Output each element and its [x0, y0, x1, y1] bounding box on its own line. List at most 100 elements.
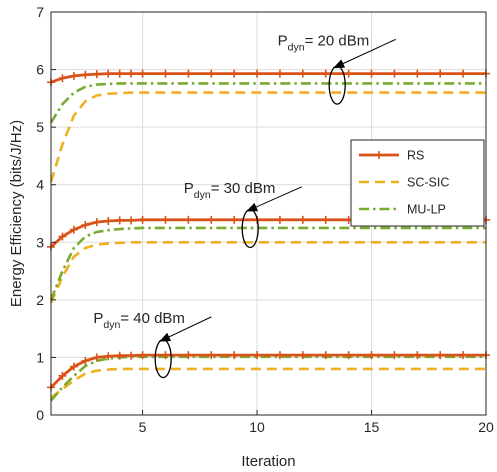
series-point-rs: [459, 69, 468, 78]
series-point-rs: [92, 353, 101, 362]
series-point-rs: [115, 351, 124, 360]
axis-ticks: 5 10 15 20 0 1 2 3 4 5 6 7: [36, 4, 494, 435]
series-line-mu-lp-group-3: [50, 355, 486, 402]
series-point-rs: [275, 351, 284, 360]
annotation-p: P: [184, 180, 194, 197]
annotation-sub: dyn: [194, 189, 211, 201]
plot-frame: [50, 11, 487, 416]
annotation-value: = 20 dBm: [305, 32, 370, 49]
series-point-rs: [459, 351, 468, 360]
series-point-rs: [367, 69, 376, 78]
annotation-label: Pdyn= 30 dBm: [184, 180, 276, 201]
legend-marker-rs: [375, 151, 383, 159]
series-line-mu-lp-group-2: [49, 226, 486, 301]
series-point-rs: [104, 69, 113, 78]
series-line-sc-sic-group-1: [49, 91, 486, 183]
series-line-sc-sic-group-3: [50, 367, 486, 399]
annotation-sub: dyn: [288, 41, 305, 53]
y-tick-label: 3: [36, 234, 44, 250]
series-line-mu-lp-group-1: [49, 82, 486, 124]
series-point-rs: [104, 352, 113, 361]
series-point-rs: [81, 221, 90, 230]
y-tick-label: 5: [36, 119, 44, 135]
annotation-value: = 40 dBm: [120, 310, 185, 327]
annotation-sub: dyn: [103, 319, 120, 331]
series-point-rs: [253, 351, 262, 360]
annotation-p: P: [93, 310, 103, 327]
series-point-rs: [321, 215, 330, 224]
x-tick-label: 5: [139, 419, 147, 435]
series-point-rs: [298, 69, 307, 78]
series-point-rs: [207, 351, 216, 360]
annotation-group-2: Pdyn= 30 dBm: [184, 180, 302, 249]
series-point-rs: [207, 215, 216, 224]
x-tick-label: 20: [478, 419, 494, 435]
legend-label-sc-sic: SC-SIC: [407, 176, 449, 190]
annotation-label: Pdyn= 40 dBm: [93, 310, 185, 331]
x-tick-label: 10: [249, 419, 265, 435]
series-point-rs: [161, 351, 170, 360]
series-point-rs: [92, 70, 101, 79]
legend-label-rs: RS: [407, 149, 424, 163]
legend-label-mu-lp: MU-LP: [407, 203, 446, 217]
x-axis-label: Iteration: [241, 453, 295, 470]
y-axis-label: Energy Efficiency (bits/J/Hz): [8, 120, 25, 307]
x-tick-label: 15: [364, 419, 380, 435]
annotation-arrow-head: [246, 202, 259, 212]
series-point-rs: [184, 69, 193, 78]
annotation-arrow-shaft: [332, 38, 396, 69]
annotation-label: Pdyn= 20 dBm: [278, 32, 370, 53]
series-point-rs: [390, 69, 399, 78]
series-point-rs: [230, 69, 239, 78]
series-point-rs: [298, 215, 307, 224]
series-point-rs: [161, 215, 170, 224]
series-point-rs: [298, 351, 307, 360]
series-point-rs: [69, 225, 78, 234]
series-point-rs: [104, 216, 113, 225]
series-point-rs: [127, 69, 136, 78]
series-point-rs: [367, 351, 376, 360]
series-point-rs: [321, 69, 330, 78]
series-point-rs: [58, 74, 67, 83]
series-point-rs: [413, 69, 422, 78]
series-point-rs: [413, 351, 422, 360]
series-point-rs: [207, 69, 216, 78]
series-point-rs: [138, 69, 147, 78]
annotation-group-1: Pdyn= 20 dBm: [278, 32, 396, 105]
series-point-rs: [138, 215, 147, 224]
y-tick-label: 6: [36, 62, 44, 78]
series-point-rs: [58, 371, 67, 380]
series-point-rs: [184, 351, 193, 360]
series-point-rs: [321, 351, 330, 360]
annotation-arrow-head: [333, 59, 346, 69]
series-point-rs: [436, 351, 445, 360]
series-point-rs: [344, 69, 353, 78]
annotation-value: = 30 dBm: [211, 180, 276, 197]
series-point-rs: [436, 69, 445, 78]
series-point-rs: [230, 215, 239, 224]
y-tick-label: 0: [36, 407, 44, 423]
series-point-rs: [127, 351, 136, 360]
legend: RS SC-SIC MU-LP: [350, 139, 485, 227]
series-point-rs: [81, 356, 90, 365]
y-tick-label: 7: [36, 4, 44, 20]
annotation-p: P: [278, 32, 288, 49]
series-point-rs: [230, 351, 239, 360]
y-tick-label: 2: [36, 292, 44, 308]
series-point-rs: [127, 216, 136, 225]
annotation-arrow-head: [159, 332, 172, 342]
series-point-rs: [138, 351, 147, 360]
series-point-rs: [92, 218, 101, 227]
series-point-rs: [69, 362, 78, 371]
series-point-rs: [275, 215, 284, 224]
series-point-rs: [115, 216, 124, 225]
series-point-rs: [69, 71, 78, 80]
y-tick-label: 4: [36, 177, 44, 193]
series-point-rs: [115, 69, 124, 78]
series-point-rs: [161, 69, 170, 78]
series-point-rs: [184, 215, 193, 224]
series-point-rs: [275, 69, 284, 78]
series-point-rs: [253, 69, 262, 78]
